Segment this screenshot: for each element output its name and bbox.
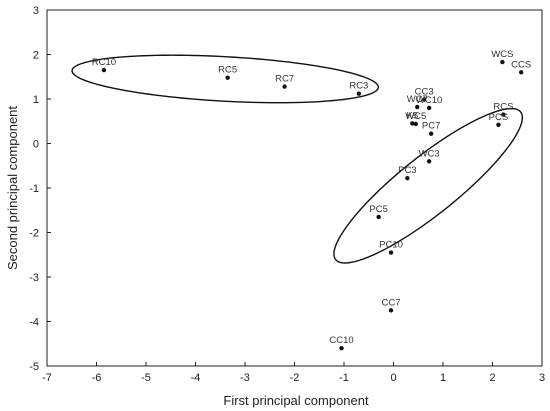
x-tick-label: -4 bbox=[191, 372, 201, 384]
data-point-label: PC5 bbox=[369, 204, 387, 215]
data-point bbox=[428, 131, 434, 136]
data-point bbox=[376, 214, 381, 220]
data-point bbox=[282, 84, 287, 89]
data-point-label: WC10 bbox=[416, 95, 442, 106]
data-point-label: WC7 bbox=[407, 94, 428, 105]
x-tick-label: 1 bbox=[440, 372, 446, 384]
x-tick-label: 3 bbox=[539, 372, 545, 384]
data-point-label: PCS bbox=[489, 112, 509, 123]
x-tick-label: 2 bbox=[489, 372, 495, 384]
data-point bbox=[519, 70, 524, 75]
data-point-label: CC10 bbox=[329, 335, 353, 346]
data-point bbox=[339, 346, 344, 351]
y-tick-label: -1 bbox=[29, 183, 39, 195]
data-point bbox=[388, 308, 394, 313]
y-tick-label: 2 bbox=[33, 50, 39, 62]
y-tick-label: 0 bbox=[33, 139, 39, 151]
x-axis: -7 -6 -5 -4 -3 -2 -1 0 1 2 3 bbox=[42, 362, 545, 384]
data-point bbox=[421, 97, 427, 102]
data-point bbox=[496, 122, 501, 128]
y-axis: 3 2 1 0 -1 -2 -3 -4 -5 bbox=[29, 5, 51, 373]
cluster-ellipse-1 bbox=[71, 54, 380, 104]
data-point-label: K5 bbox=[406, 110, 418, 121]
x-axis-title: First principal component bbox=[223, 393, 369, 408]
cluster-ellipse-2 bbox=[333, 107, 524, 264]
y-axis-title: Second principal component bbox=[5, 106, 20, 270]
data-point-label: WCS bbox=[491, 49, 513, 60]
data-point bbox=[356, 91, 362, 96]
data-point bbox=[413, 121, 418, 127]
data-point bbox=[500, 59, 505, 65]
x-tick-label: -5 bbox=[141, 372, 151, 384]
data-point bbox=[501, 112, 506, 117]
data-point-label: CC7 bbox=[382, 297, 401, 308]
data-point-label: CC3 bbox=[415, 86, 434, 97]
data-point bbox=[225, 75, 230, 80]
data-point-label: RCS bbox=[493, 102, 513, 113]
data-point-label: PC10 bbox=[379, 240, 403, 251]
x-tick-label: -7 bbox=[42, 372, 52, 384]
y-tick-label: -2 bbox=[29, 228, 39, 240]
data-point-label: RC7 bbox=[275, 74, 294, 85]
cluster-ellipses bbox=[71, 54, 524, 264]
data-point-label: WC5 bbox=[405, 111, 426, 122]
data-point bbox=[410, 121, 415, 126]
data-point-label: RC3 bbox=[349, 81, 368, 92]
data-point bbox=[388, 250, 394, 255]
data-point bbox=[415, 104, 420, 110]
data-point-label: RC10 bbox=[92, 57, 116, 68]
data-point-label: PC3 bbox=[398, 165, 416, 176]
x-tick-label: -2 bbox=[290, 372, 300, 384]
y-tick-label: -5 bbox=[29, 361, 39, 373]
y-tick-label: 1 bbox=[33, 94, 39, 106]
x-tick-label: -3 bbox=[240, 372, 250, 384]
y-tick-label: -3 bbox=[29, 272, 39, 284]
data-point bbox=[405, 176, 410, 181]
x-tick-label: -1 bbox=[339, 372, 349, 384]
data-point-label: RC5 bbox=[218, 65, 237, 76]
x-tick-label: -6 bbox=[92, 372, 102, 384]
data-point-label: CCS bbox=[511, 59, 531, 70]
data-point bbox=[426, 105, 432, 111]
y-tick-label: 3 bbox=[33, 5, 39, 17]
data-point-label: PC7 bbox=[422, 121, 440, 132]
data-point bbox=[426, 159, 432, 164]
data-point bbox=[101, 67, 107, 73]
x-tick-label: 0 bbox=[390, 372, 396, 384]
data-point-label: WC3 bbox=[419, 148, 440, 159]
y-tick-label: -4 bbox=[29, 317, 39, 329]
